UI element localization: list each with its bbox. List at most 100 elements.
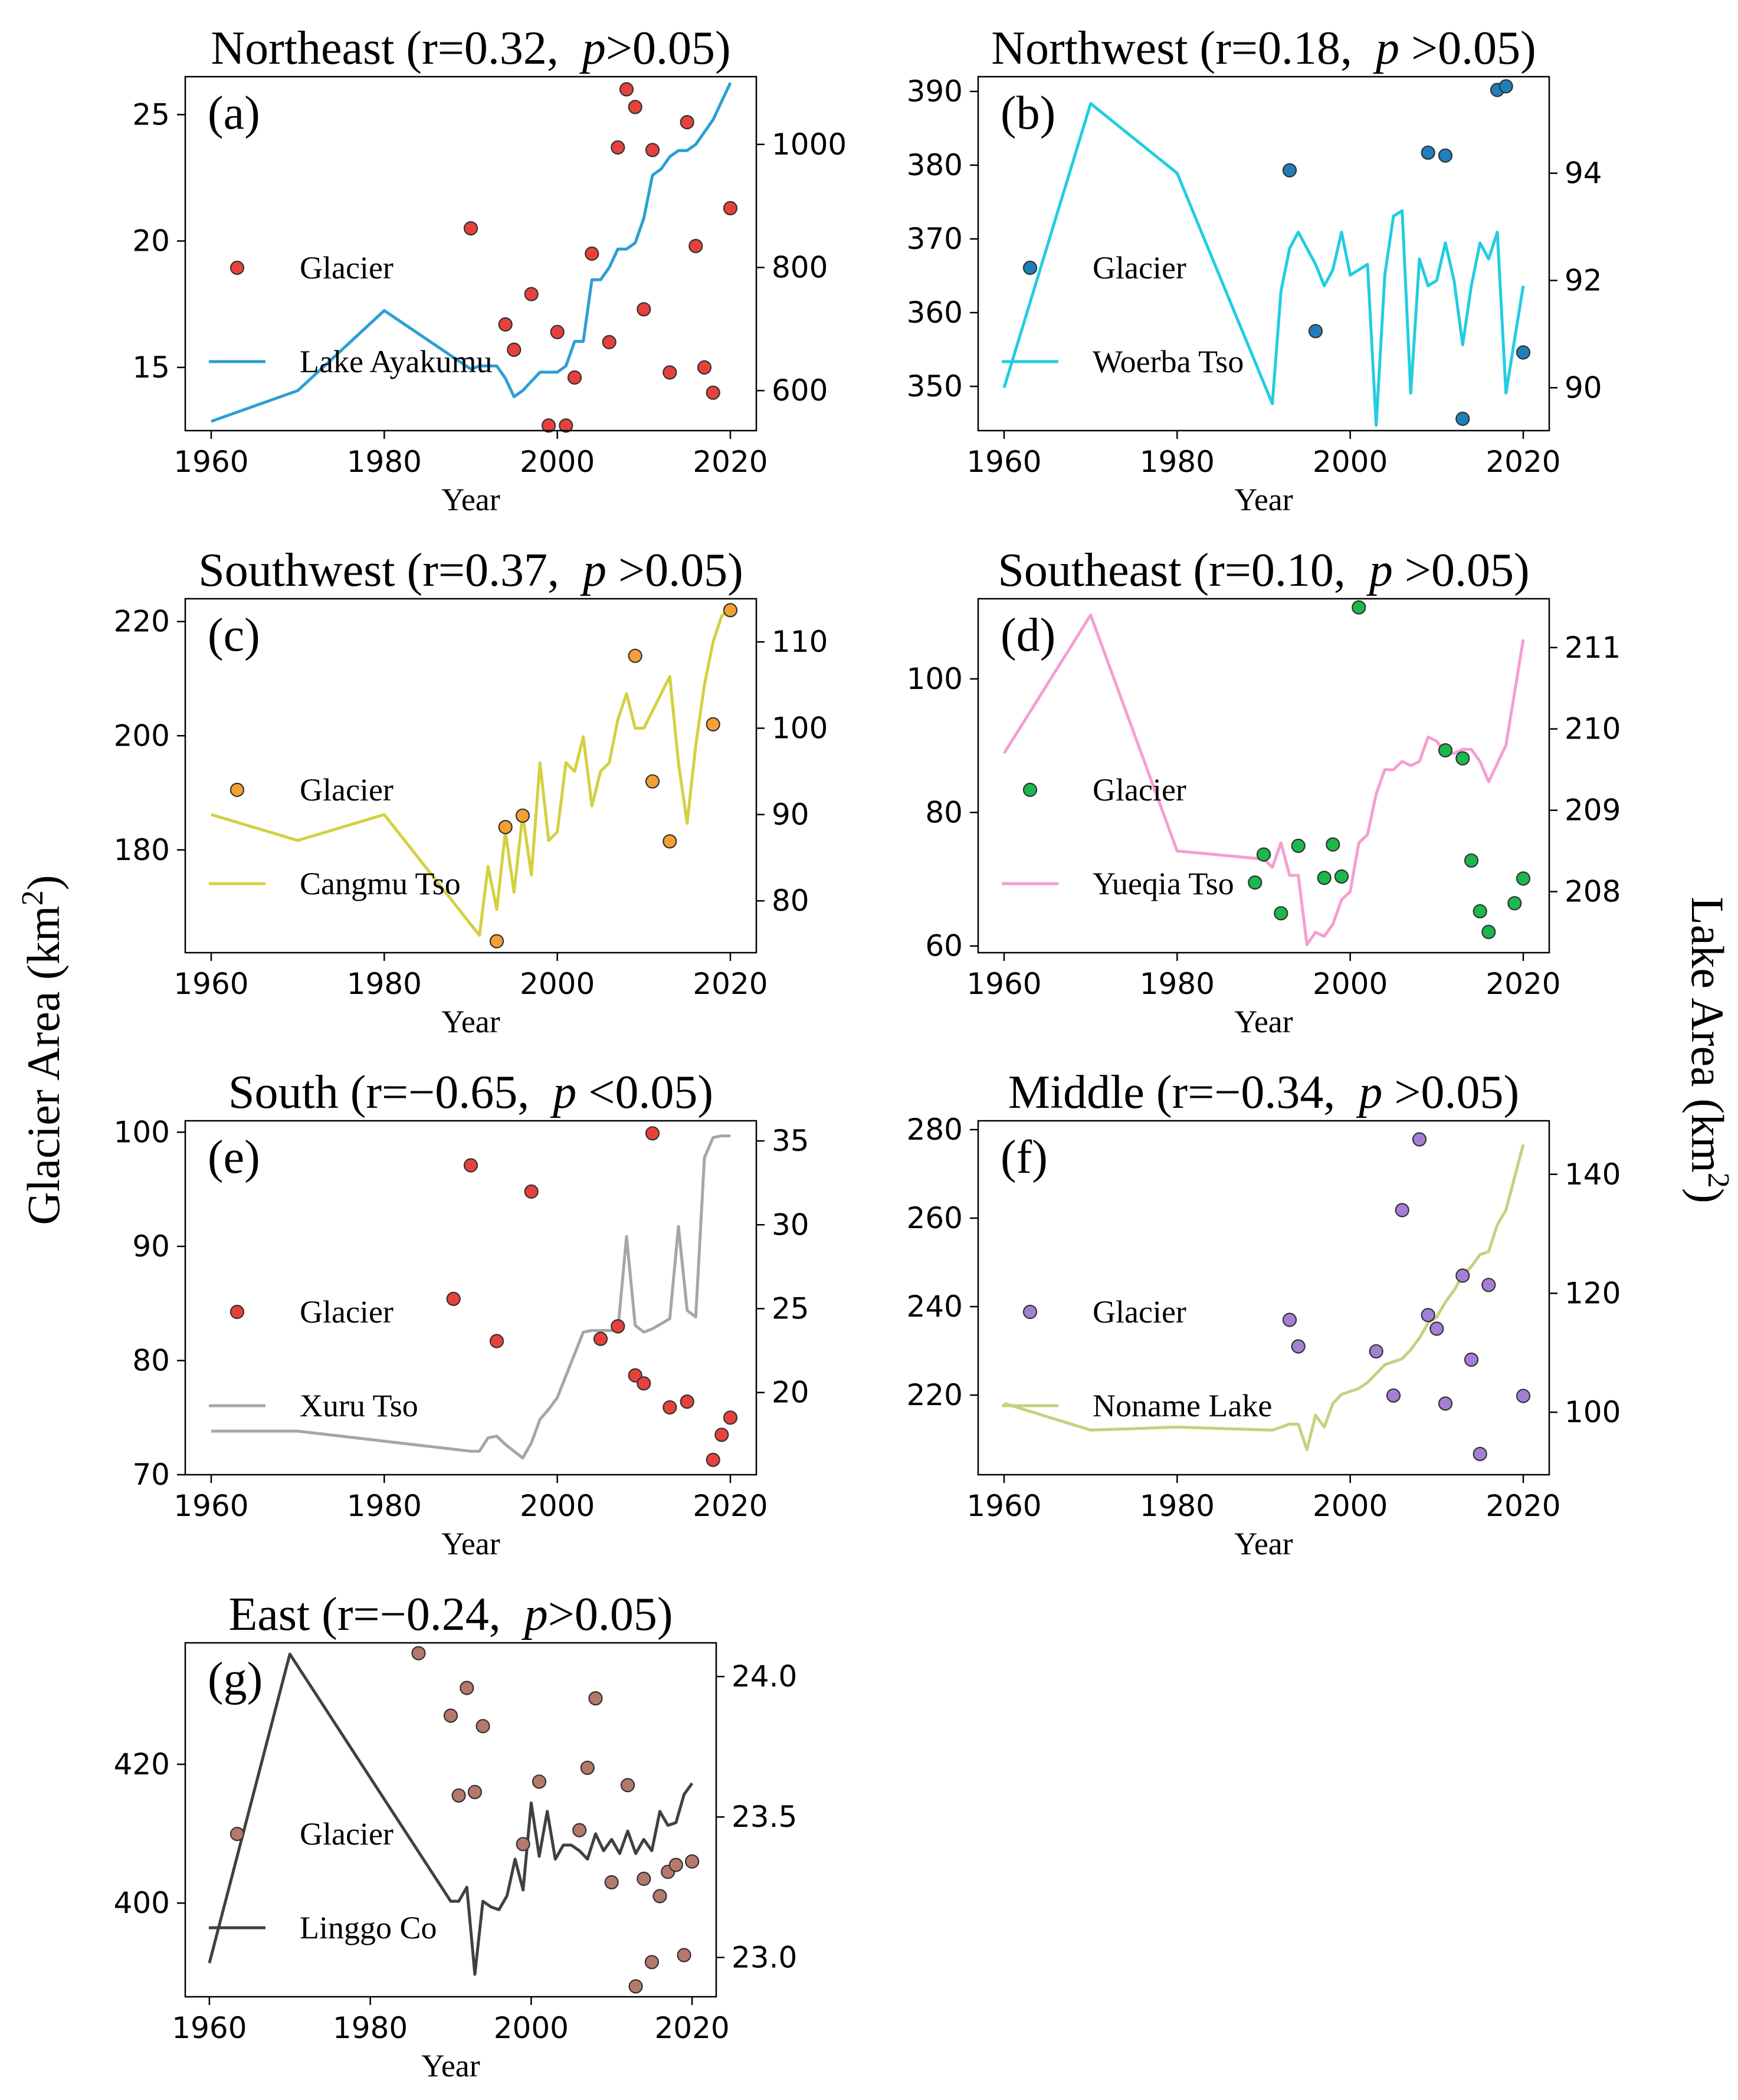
glacier-y-tick-label: 350 bbox=[907, 369, 963, 403]
glacier-point bbox=[498, 819, 513, 835]
glacier-point bbox=[460, 1681, 474, 1695]
panel-title: Northeast (r=0.32, p>0.05) bbox=[211, 22, 730, 74]
x-tick-label: 1980 bbox=[347, 1489, 422, 1523]
x-axis-label: Year bbox=[1234, 1004, 1293, 1039]
glacier-point bbox=[476, 1719, 490, 1734]
plot-frame bbox=[977, 76, 1550, 432]
glacier-point bbox=[541, 418, 556, 433]
glacier-point bbox=[688, 239, 703, 254]
panel-title: Northwest (r=0.18, p >0.05) bbox=[991, 22, 1536, 74]
glacier-point bbox=[1455, 751, 1470, 766]
panel-a: Northeast (r=0.32, p>0.05) 1960 1980 2000 20… bbox=[132, 22, 847, 517]
glacier-y-tick-label: 370 bbox=[907, 222, 963, 256]
glacier-point bbox=[619, 82, 634, 97]
glacier-point bbox=[706, 1452, 720, 1467]
x-tick-label: 1980 bbox=[347, 445, 422, 479]
glacier-point bbox=[1395, 1203, 1409, 1218]
glacier-point bbox=[593, 1331, 608, 1346]
glacier-point bbox=[550, 324, 565, 340]
panel-g: East (r=−0.24, p>0.05) 1960 1980 2000 2020 Ye… bbox=[114, 1589, 798, 2083]
lake-y-tick-label: 140 bbox=[1565, 1157, 1621, 1192]
glacier-point bbox=[467, 1784, 483, 1799]
lake-series-line bbox=[1004, 1144, 1525, 1452]
plot-frame bbox=[184, 1120, 757, 1476]
panel-title: Southwest (r=0.37, p >0.05) bbox=[198, 544, 743, 596]
plot-frame bbox=[977, 598, 1550, 954]
glacier-y-tick-label: 25 bbox=[132, 97, 170, 132]
panel-f: Middle (r=−0.34, p >0.05) 1960 1980 2000 202… bbox=[907, 1067, 1621, 1561]
legend-lake-label: Noname Lake bbox=[1093, 1388, 1272, 1423]
glacier-point bbox=[604, 1875, 619, 1889]
glacier-point bbox=[668, 1858, 683, 1872]
glacier-point bbox=[1516, 1389, 1531, 1403]
panel-label: (f) bbox=[1001, 1131, 1048, 1183]
glacier-area-axis-label: Glacier Area (km2) bbox=[16, 875, 70, 1225]
glacier-point bbox=[1481, 1278, 1496, 1292]
glacier-y-tick-label: 90 bbox=[132, 1229, 170, 1264]
glacier-point bbox=[1421, 1308, 1435, 1323]
glacier-point bbox=[1438, 743, 1453, 758]
legend-glacier-label: Glacier bbox=[300, 1294, 393, 1330]
glacier-point bbox=[628, 1368, 642, 1383]
x-axis-label: Year bbox=[441, 1004, 500, 1039]
glacier-y-tick-label: 15 bbox=[132, 350, 170, 385]
glacier-point bbox=[411, 1646, 426, 1661]
glacier-point bbox=[628, 648, 642, 663]
legend-lake-label: Yueqia Tso bbox=[1093, 866, 1234, 901]
glacier-point bbox=[663, 1400, 677, 1415]
glacier-point bbox=[645, 774, 660, 789]
glacier-point bbox=[1291, 838, 1306, 854]
glacier-point bbox=[580, 1760, 595, 1775]
lake-y-tick-label: 209 bbox=[1565, 793, 1621, 828]
glacier-point bbox=[714, 1428, 729, 1442]
glacier-point bbox=[1507, 896, 1522, 911]
glacier-point bbox=[446, 1291, 461, 1306]
glacier-point bbox=[1516, 871, 1531, 886]
x-tick-label: 1980 bbox=[1140, 967, 1215, 1001]
glacier-y-tick-label: 100 bbox=[114, 1115, 170, 1149]
lake-series-line bbox=[211, 1134, 730, 1460]
x-tick-label: 1960 bbox=[966, 445, 1041, 479]
glacier-point bbox=[1516, 345, 1531, 360]
x-tick-label: 1960 bbox=[172, 2011, 247, 2045]
glacier-point bbox=[1455, 411, 1470, 426]
glacier-point bbox=[1282, 163, 1297, 178]
x-tick-label: 1960 bbox=[173, 445, 248, 479]
x-axis-label: Year bbox=[441, 482, 500, 517]
glacier-point bbox=[1274, 906, 1288, 921]
lake-y-tick-label: 80 bbox=[772, 884, 809, 918]
x-tick-label: 2000 bbox=[520, 967, 595, 1001]
panel-title: Middle (r=−0.34, p >0.05) bbox=[1008, 1067, 1519, 1118]
glacier-point bbox=[1317, 871, 1332, 885]
glacier-point bbox=[1455, 1268, 1470, 1283]
glacier-point bbox=[706, 385, 720, 400]
panel-title: East (r=−0.24, p>0.05) bbox=[228, 1589, 673, 1640]
x-tick-label: 2020 bbox=[1486, 1489, 1560, 1523]
legend-glacier-marker bbox=[1022, 1304, 1038, 1320]
lake-series-line bbox=[1002, 613, 1525, 946]
lake-y-tick-label: 210 bbox=[1565, 712, 1621, 746]
x-axis-label: Year bbox=[421, 2048, 480, 2083]
legend-glacier-label: Glacier bbox=[300, 1816, 393, 1852]
lake-y-tick-label: 24.0 bbox=[732, 1659, 797, 1694]
glacier-y-tick-label: 240 bbox=[907, 1289, 963, 1324]
x-tick-label: 1980 bbox=[347, 967, 422, 1001]
lake-y-tick-label: 90 bbox=[1565, 370, 1602, 405]
glacier-y-tick-label: 220 bbox=[907, 1378, 963, 1412]
glacier-point bbox=[645, 1126, 660, 1141]
panel-title: South (r=−0.65, p <0.05) bbox=[228, 1067, 713, 1118]
legend-glacier-label: Glacier bbox=[1093, 250, 1186, 286]
lake-area-axis-label: Lake Area (km2) bbox=[1682, 897, 1736, 1203]
glacier-y-tick-label: 420 bbox=[114, 1747, 170, 1781]
lake-y-tick-label: 90 bbox=[772, 798, 809, 832]
glacier-point bbox=[515, 808, 530, 823]
lake-y-tick-label: 35 bbox=[772, 1124, 809, 1158]
glacier-point bbox=[1282, 1312, 1297, 1327]
glacier-point bbox=[1481, 924, 1496, 940]
glacier-point bbox=[1386, 1388, 1401, 1403]
glacier-point bbox=[1334, 869, 1349, 884]
glacier-point bbox=[489, 934, 504, 949]
x-tick-label: 2000 bbox=[520, 1489, 595, 1523]
lake-y-tick-label: 1000 bbox=[772, 127, 847, 162]
